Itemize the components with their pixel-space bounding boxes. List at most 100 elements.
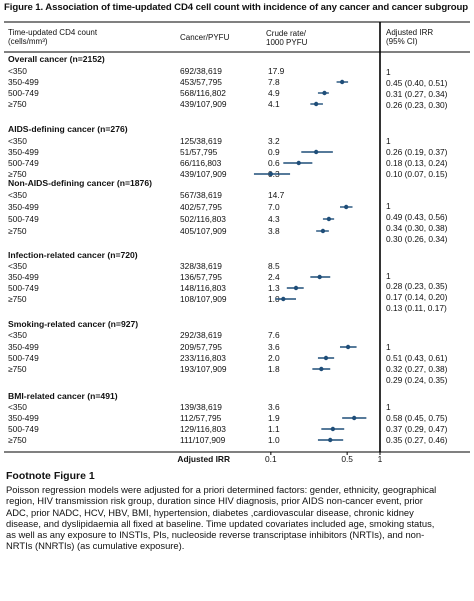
point-estimate bbox=[330, 426, 336, 432]
row-cancer-pyfu: 402/57,795 bbox=[180, 202, 222, 212]
row-crude-rate: 7.6 bbox=[268, 330, 280, 340]
row-cd4-label: 350-499 bbox=[8, 342, 39, 352]
row-crude-rate: 2.0 bbox=[268, 353, 280, 363]
header-cancer-pyfu: Cancer/PYFU bbox=[180, 33, 230, 42]
row-cancer-pyfu: 111/107,909 bbox=[180, 435, 226, 445]
point-estimate bbox=[319, 366, 324, 372]
row-cd4-label: 500-749 bbox=[8, 88, 39, 98]
row-cancer-pyfu: 66/116,803 bbox=[180, 158, 222, 168]
row-crude-rate: 14.7 bbox=[268, 190, 285, 200]
row-adjusted-irr: 0.58 (0.45, 0.75) bbox=[386, 413, 448, 423]
row-crude-rate: 1.3 bbox=[268, 283, 280, 293]
point-estimate bbox=[351, 415, 357, 421]
point-estimate bbox=[326, 216, 332, 222]
row-crude-rate: 0.6 bbox=[268, 158, 280, 168]
row-cancer-pyfu: 136/57,795 bbox=[180, 272, 222, 282]
point-estimate bbox=[345, 344, 351, 350]
point-estimate bbox=[281, 296, 286, 302]
row-cd4-label: ≥750 bbox=[8, 226, 27, 236]
row-cancer-pyfu: 125/38,619 bbox=[180, 136, 222, 146]
row-cancer-pyfu: 233/116,803 bbox=[180, 353, 226, 363]
row-cancer-pyfu: 405/107,909 bbox=[180, 226, 227, 236]
row-cd4-label: ≥750 bbox=[8, 99, 27, 109]
row-crude-rate: 3.2 bbox=[268, 136, 280, 146]
row-cd4-label: 500-749 bbox=[8, 283, 39, 293]
header-crude-rate: 1000 PYFU bbox=[266, 38, 308, 47]
row-adjusted-irr: 0.17 (0.14, 0.20) bbox=[386, 292, 448, 302]
row-crude-rate: 1.8 bbox=[268, 364, 280, 374]
row-cd4-label: 350-499 bbox=[8, 272, 39, 282]
row-adjusted-irr: 0.37 (0.29, 0.47) bbox=[386, 424, 448, 434]
point-estimate bbox=[322, 90, 327, 96]
x-tick-label: 1 bbox=[378, 454, 383, 464]
row-cancer-pyfu: 193/107,909 bbox=[180, 364, 227, 374]
row-cancer-pyfu: 129/116,803 bbox=[180, 424, 226, 434]
row-crude-rate: 3.6 bbox=[268, 342, 280, 352]
row-adjusted-irr: 0.34 (0.30, 0.38) bbox=[386, 223, 448, 233]
row-cd4-label: <350 bbox=[8, 402, 27, 412]
x-axis-label: Adjusted IRR bbox=[177, 454, 230, 464]
row-cancer-pyfu: 139/38,619 bbox=[180, 402, 222, 412]
row-cd4-label: 350-499 bbox=[8, 147, 39, 157]
footnote-body: Poisson regression models were adjusted … bbox=[6, 484, 437, 552]
row-adjusted-irr: 0.29 (0.24, 0.35) bbox=[386, 375, 448, 385]
point-estimate bbox=[293, 285, 299, 291]
group-title: AIDS-defining cancer (n=276) bbox=[8, 124, 128, 134]
row-crude-rate: 0.9 bbox=[268, 147, 280, 157]
row-adjusted-irr: 1 bbox=[386, 271, 391, 281]
row-adjusted-irr: 1 bbox=[386, 201, 391, 211]
row-adjusted-irr: 0.28 (0.23, 0.35) bbox=[386, 281, 448, 291]
row-cancer-pyfu: 148/116,803 bbox=[180, 283, 226, 293]
row-crude-rate: 3.6 bbox=[268, 402, 280, 412]
row-cd4-label: ≥750 bbox=[8, 169, 27, 179]
row-adjusted-irr: 1 bbox=[386, 342, 391, 352]
row-adjusted-irr: 0.13 (0.11, 0.17) bbox=[386, 303, 447, 313]
header-crude-rate: Crude rate/ bbox=[266, 29, 307, 38]
point-estimate bbox=[313, 101, 319, 107]
row-crude-rate: 7.8 bbox=[268, 77, 280, 87]
row-adjusted-irr: 0.18 (0.13, 0.24) bbox=[386, 158, 448, 168]
row-cancer-pyfu: 567/38,619 bbox=[180, 190, 222, 200]
point-estimate bbox=[317, 274, 322, 280]
footnote-title: Footnote Figure 1 bbox=[6, 470, 95, 482]
row-adjusted-irr: 1 bbox=[386, 136, 391, 146]
row-crude-rate: 7.0 bbox=[268, 202, 280, 212]
row-adjusted-irr: 0.32 (0.27, 0.38) bbox=[386, 364, 448, 374]
row-crude-rate: 4.1 bbox=[268, 99, 280, 109]
x-tick-label: 0.1 bbox=[265, 454, 277, 464]
row-adjusted-irr: 0.35 (0.27, 0.46) bbox=[386, 435, 448, 445]
row-crude-rate: 1.9 bbox=[268, 413, 280, 423]
row-cancer-pyfu: 453/57,795 bbox=[180, 77, 222, 87]
point-estimate bbox=[328, 437, 333, 443]
row-cancer-pyfu: 112/57,795 bbox=[180, 413, 222, 423]
group-title: BMI-related cancer (n=491) bbox=[8, 391, 118, 401]
header-adjusted-irr: (95% CI) bbox=[386, 37, 418, 46]
row-adjusted-irr: 0.30 (0.26, 0.34) bbox=[386, 234, 448, 244]
row-crude-rate: 1.0 bbox=[268, 435, 280, 445]
row-cd4-label: ≥750 bbox=[8, 294, 27, 304]
row-crude-rate: 1.0 bbox=[268, 294, 280, 304]
row-crude-rate: 4.9 bbox=[268, 88, 280, 98]
row-crude-rate: 8.5 bbox=[268, 261, 280, 271]
row-cd4-label: <350 bbox=[8, 261, 27, 271]
row-adjusted-irr: 0.31 (0.27, 0.34) bbox=[386, 89, 448, 99]
group-title: Non-AIDS-defining cancer (n=1876) bbox=[8, 178, 152, 188]
row-cd4-label: <350 bbox=[8, 66, 27, 76]
header-cd4-count: (cells/mm³) bbox=[8, 37, 48, 46]
row-cancer-pyfu: 51/57,795 bbox=[180, 147, 218, 157]
row-adjusted-irr: 0.26 (0.23, 0.30) bbox=[386, 100, 448, 110]
row-crude-rate: 1.1 bbox=[268, 424, 280, 434]
row-crude-rate: 4.3 bbox=[268, 214, 280, 224]
row-cd4-label: 350-499 bbox=[8, 202, 39, 212]
row-cancer-pyfu: 692/38,619 bbox=[180, 66, 222, 76]
row-cancer-pyfu: 108/107,909 bbox=[180, 294, 227, 304]
row-cancer-pyfu: 209/57,795 bbox=[180, 342, 222, 352]
row-cancer-pyfu: 439/107,909 bbox=[180, 169, 227, 179]
row-cd4-label: ≥750 bbox=[8, 364, 27, 374]
row-adjusted-irr: 0.51 (0.43, 0.61) bbox=[386, 353, 448, 363]
group-title: Infection-related cancer (n=720) bbox=[8, 250, 138, 260]
x-tick-label: 0.5 bbox=[341, 454, 353, 464]
row-adjusted-irr: 0.26 (0.19, 0.37) bbox=[386, 147, 448, 157]
point-estimate bbox=[339, 79, 345, 85]
row-cd4-label: 500-749 bbox=[8, 424, 39, 434]
